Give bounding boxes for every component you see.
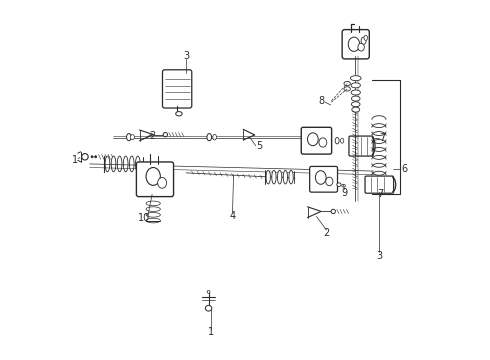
Ellipse shape [337,183,341,186]
Ellipse shape [351,83,360,88]
Ellipse shape [266,170,270,184]
FancyBboxPatch shape [136,162,173,197]
Text: 3: 3 [376,251,382,261]
Text: 7: 7 [379,133,385,143]
Ellipse shape [129,156,134,172]
Ellipse shape [117,156,122,172]
Ellipse shape [326,177,333,186]
Text: 7: 7 [378,189,384,199]
Text: 9: 9 [341,188,347,198]
Ellipse shape [213,134,217,140]
Text: 4: 4 [229,211,236,221]
Ellipse shape [205,305,212,311]
Ellipse shape [277,170,282,184]
Ellipse shape [146,218,160,223]
Ellipse shape [163,132,168,137]
Ellipse shape [207,291,210,293]
Text: 1: 1 [208,327,214,337]
Ellipse shape [82,154,88,160]
Text: 10: 10 [138,213,150,223]
Ellipse shape [146,207,160,211]
Ellipse shape [95,156,97,158]
Text: 5: 5 [256,141,263,151]
Ellipse shape [341,138,344,143]
Ellipse shape [344,81,350,86]
Ellipse shape [283,170,288,184]
Text: 8: 8 [318,96,325,106]
Text: 1: 1 [72,156,78,165]
FancyBboxPatch shape [365,176,393,193]
Ellipse shape [342,184,345,187]
Ellipse shape [158,177,167,188]
Ellipse shape [352,107,360,112]
Ellipse shape [316,171,326,184]
FancyBboxPatch shape [301,127,332,154]
Ellipse shape [351,96,360,101]
FancyBboxPatch shape [310,166,338,192]
Ellipse shape [146,212,160,217]
Ellipse shape [358,43,364,51]
Ellipse shape [361,37,366,44]
FancyBboxPatch shape [342,30,369,59]
Text: 2: 2 [149,131,155,141]
Ellipse shape [146,167,160,185]
Ellipse shape [319,138,327,147]
Text: 3: 3 [183,51,189,61]
Ellipse shape [289,170,293,184]
Ellipse shape [348,37,360,51]
Ellipse shape [272,170,276,184]
Ellipse shape [331,209,335,213]
Text: 6: 6 [401,164,407,174]
Ellipse shape [344,87,350,91]
Ellipse shape [136,156,140,172]
Ellipse shape [176,112,182,116]
Ellipse shape [308,133,318,146]
Ellipse shape [146,201,160,206]
Ellipse shape [351,102,360,107]
FancyBboxPatch shape [163,70,192,108]
FancyBboxPatch shape [349,136,373,156]
Ellipse shape [105,156,110,172]
Ellipse shape [91,156,93,158]
Ellipse shape [130,135,134,140]
Ellipse shape [351,90,360,95]
Text: 2: 2 [323,228,330,238]
Ellipse shape [350,76,361,81]
Ellipse shape [111,156,116,172]
Ellipse shape [123,156,128,172]
Ellipse shape [364,35,368,40]
Ellipse shape [207,134,212,141]
Ellipse shape [335,138,339,144]
Ellipse shape [126,134,131,141]
